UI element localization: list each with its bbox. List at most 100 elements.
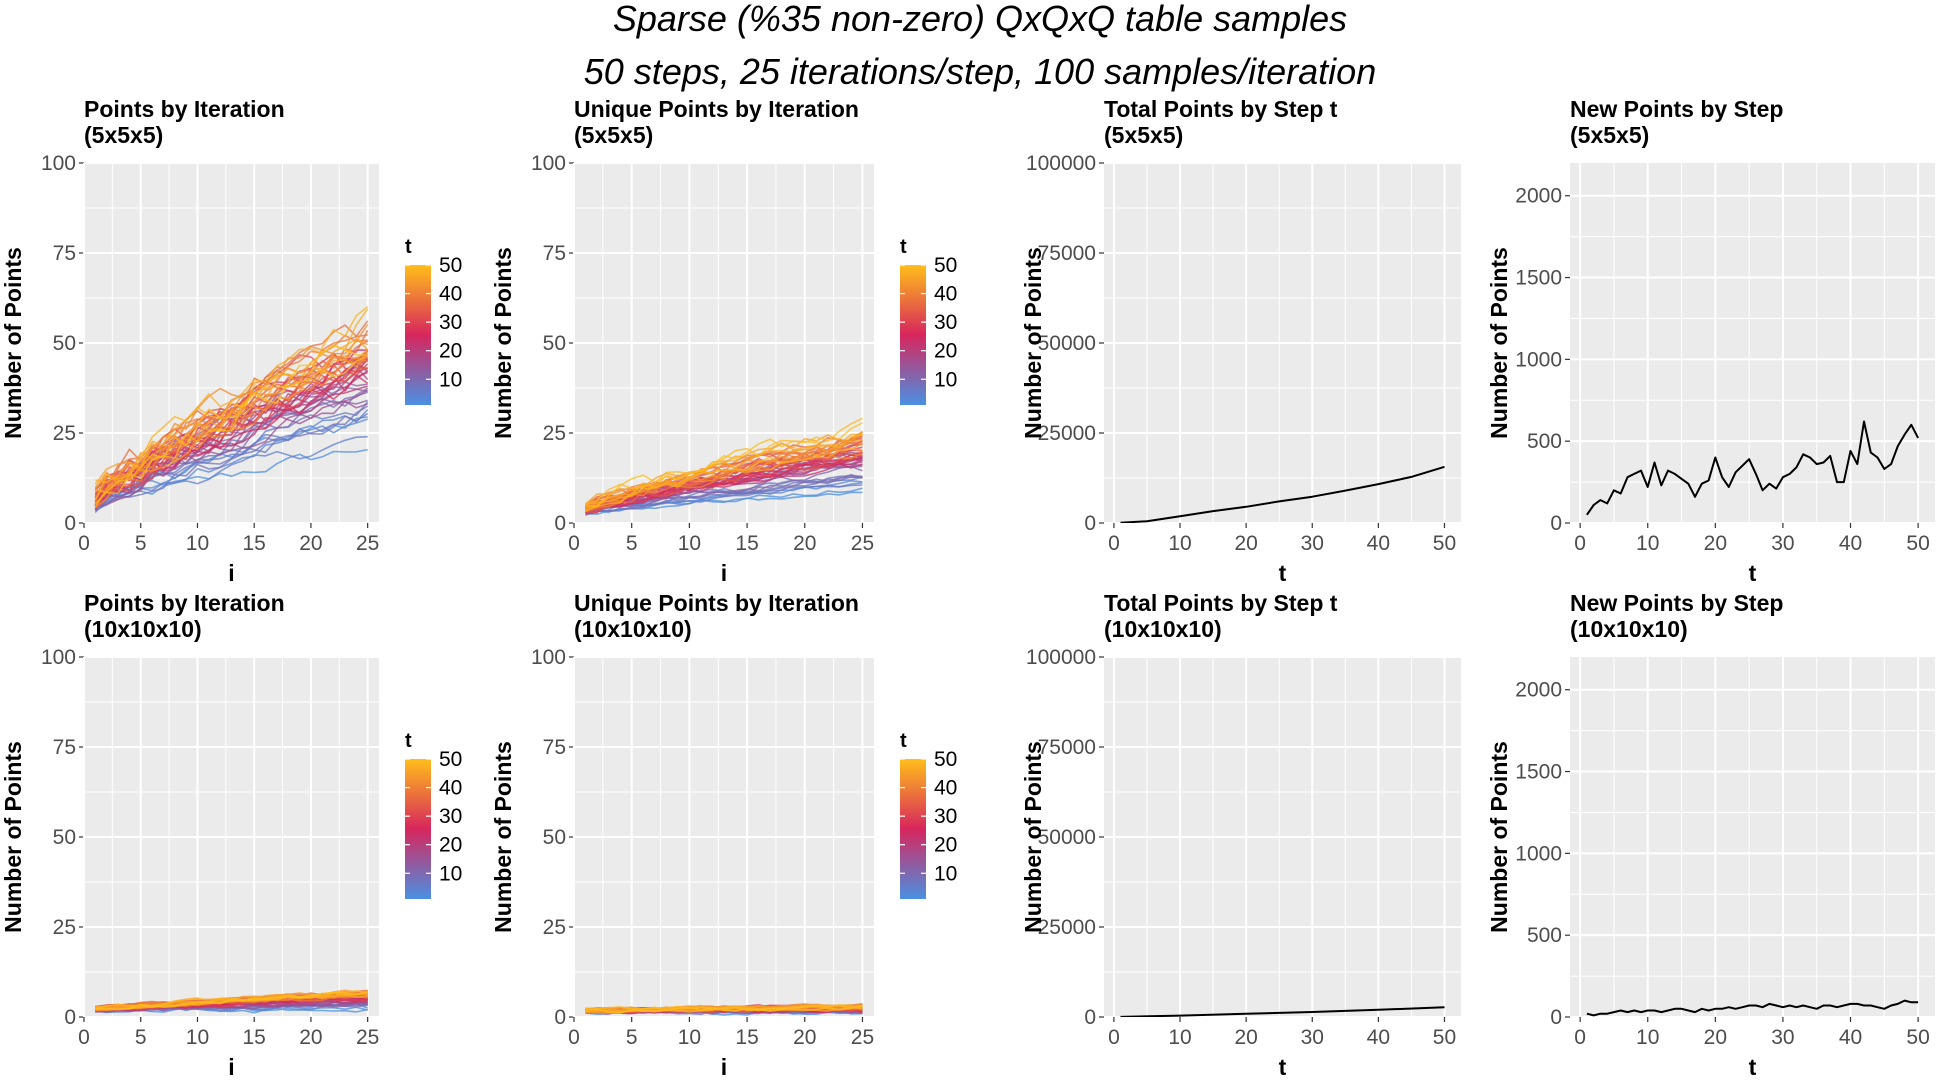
- legend-colorbar: [900, 265, 926, 405]
- panel-title: Unique Points by Iteration: [574, 96, 859, 122]
- legend-label: 10: [934, 862, 957, 885]
- series-line: [1120, 1006, 1445, 1017]
- y-tick-label: 50: [543, 826, 566, 849]
- y-tick-label: 75: [53, 242, 76, 265]
- series-line-t37: [585, 450, 863, 510]
- legend-label: 40: [439, 283, 462, 306]
- x-tick-label: 20: [1704, 1026, 1727, 1049]
- panel-p8: 0 500 1000 1500 2000 0 10 20 30 40 50 New Points by…: [1486, 590, 1935, 1080]
- x-tick-label: 50: [1906, 1026, 1929, 1049]
- x-tick-label: 25: [851, 532, 874, 555]
- legend-label: 10: [439, 368, 462, 391]
- y-tick-label: 2000: [1515, 185, 1562, 208]
- y-tick-label: 500: [1527, 924, 1562, 947]
- panel-subtitle: (5x5x5): [1104, 122, 1183, 148]
- legend-label: 50: [439, 748, 462, 771]
- x-tick-label: 10: [186, 532, 209, 555]
- x-tick-label: 25: [851, 1026, 874, 1049]
- x-tick-label: 0: [78, 1026, 90, 1049]
- x-tick-label: 40: [1367, 1026, 1390, 1049]
- x-tick-label: 0: [1108, 1026, 1120, 1049]
- plot-area: [1120, 1006, 1445, 1017]
- y-tick-label: 25: [543, 422, 566, 445]
- plot-area: [1586, 999, 1919, 1017]
- x-tick-label: 50: [1433, 1026, 1456, 1049]
- x-tick-label: 0: [1574, 1026, 1586, 1049]
- series-line-t33: [94, 358, 369, 496]
- panel-background: [1570, 163, 1935, 523]
- x-tick-label: 30: [1771, 1026, 1794, 1049]
- panel-subtitle: (10x10x10): [1104, 616, 1222, 642]
- x-tick-label: 15: [735, 1026, 758, 1049]
- x-tick-label: 5: [626, 1026, 638, 1049]
- x-tick-label: 20: [793, 532, 816, 555]
- panel-subtitle: (5x5x5): [84, 122, 163, 148]
- series-line-t8: [585, 475, 863, 512]
- x-tick-label: 10: [678, 1026, 701, 1049]
- legend-title: t: [405, 236, 412, 258]
- y-tick-label: 50: [543, 332, 566, 355]
- x-tick-label: 10: [1168, 532, 1191, 555]
- x-tick-label: 40: [1367, 532, 1390, 555]
- panel-subtitle: (10x10x10): [84, 616, 202, 642]
- series-line-t16: [94, 389, 369, 505]
- panel-p4: 0 500 1000 1500 2000 0 10 20 30 40 50 New Points by…: [1486, 96, 1935, 586]
- x-tick-label: 0: [568, 1026, 580, 1049]
- legend-colorbar: [900, 759, 926, 899]
- y-axis-label: Number of Points: [1486, 247, 1512, 439]
- y-tick-label: 0: [1084, 1006, 1096, 1029]
- x-tick-label: 20: [1234, 532, 1257, 555]
- x-axis-label: i: [721, 560, 727, 586]
- x-tick-label: 10: [186, 1026, 209, 1049]
- y-tick-label: 2000: [1515, 679, 1562, 702]
- plot-area: [95, 989, 368, 1014]
- plot-area: [584, 417, 864, 517]
- x-tick-label: 40: [1839, 1026, 1862, 1049]
- y-tick-label: 1500: [1515, 267, 1562, 290]
- x-axis-label: i: [721, 1054, 727, 1080]
- y-axis-label: Number of Points: [490, 247, 516, 439]
- legend-label: 10: [934, 368, 957, 391]
- y-axis-label: Number of Points: [0, 247, 26, 439]
- y-axis-label: Number of Points: [0, 741, 26, 933]
- x-tick-label: 20: [1234, 1026, 1257, 1049]
- panel-subtitle: (5x5x5): [574, 122, 653, 148]
- x-axis-label: t: [1279, 560, 1287, 586]
- y-tick-label: 75000: [1038, 736, 1096, 759]
- y-tick-label: 0: [1084, 512, 1096, 535]
- legend-label: 30: [439, 805, 462, 828]
- figure-title-line2: 50 steps, 25 iterations/step, 100 sample…: [584, 51, 1376, 92]
- plot-area: [94, 305, 369, 513]
- y-tick-label: 75000: [1038, 242, 1096, 265]
- legend-label: 20: [439, 834, 462, 857]
- legend-title: t: [405, 730, 412, 752]
- x-tick-label: 30: [1301, 532, 1324, 555]
- panel-title: Unique Points by Iteration: [574, 590, 859, 616]
- panel-p1: 0 25 50 75 100 0 5 10 15 20 25 Points by Iteration(…: [0, 96, 462, 586]
- panel-p7: 0 25000 50000 75000 100000 0 10 20 30 40 50 Total P…: [1020, 590, 1461, 1080]
- panel-p6: 0 25 50 75 100 0 5 10 15 20 25 Unique Points by Ite…: [490, 590, 957, 1080]
- series-line-t46: [94, 337, 369, 509]
- series-line-t49: [585, 1005, 863, 1012]
- y-tick-label: 75: [543, 736, 566, 759]
- legend-colorbar: [405, 759, 431, 899]
- x-tick-label: 10: [678, 532, 701, 555]
- legend-colorbar: [405, 265, 431, 405]
- legend-label: 10: [439, 862, 462, 885]
- y-tick-label: 75: [543, 242, 566, 265]
- y-tick-label: 1000: [1515, 842, 1562, 865]
- panel-title: Points by Iteration: [84, 590, 285, 616]
- y-tick-label: 100: [41, 152, 76, 175]
- y-tick-label: 0: [1550, 512, 1562, 535]
- legend-label: 40: [934, 777, 957, 800]
- y-tick-label: 500: [1527, 430, 1562, 453]
- x-tick-label: 50: [1906, 532, 1929, 555]
- x-tick-label: 25: [356, 1026, 379, 1049]
- x-axis-label: t: [1749, 560, 1757, 586]
- series-line-t28: [584, 456, 863, 515]
- y-tick-label: 0: [554, 1006, 566, 1029]
- plot-area: [1120, 465, 1445, 523]
- x-tick-label: 20: [1704, 532, 1727, 555]
